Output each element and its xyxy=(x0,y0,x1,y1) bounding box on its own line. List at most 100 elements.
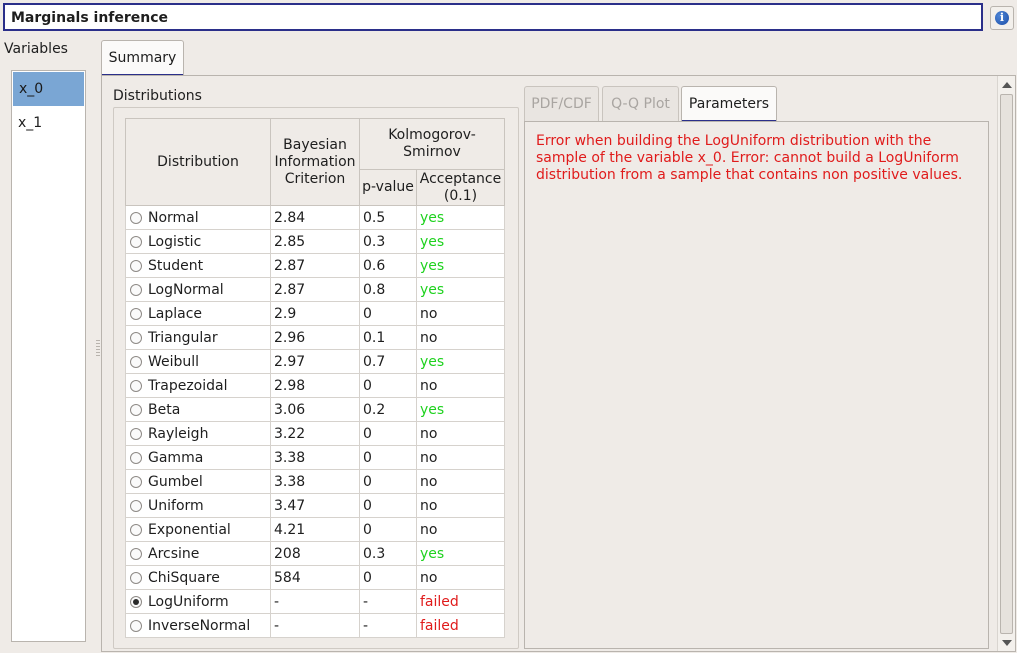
distribution-name: Triangular xyxy=(148,329,218,346)
bic-cell: 2.97 xyxy=(270,349,360,374)
radio-button[interactable] xyxy=(130,235,142,248)
distribution-name: Logistic xyxy=(148,233,202,250)
radio-button[interactable] xyxy=(130,283,142,296)
radio-button[interactable] xyxy=(130,499,142,512)
variables-list[interactable]: x_0 x_1 xyxy=(11,70,86,642)
distribution-name: Gamma xyxy=(148,449,204,466)
distribution-name: Weibull xyxy=(148,353,200,370)
radio-button[interactable] xyxy=(130,571,142,584)
distribution-cell[interactable]: Arcsine xyxy=(125,541,271,566)
radio-button[interactable] xyxy=(130,451,142,464)
radio-button[interactable] xyxy=(130,523,142,536)
table-row[interactable]: Trapezoidal 2.98 0 no xyxy=(125,373,505,398)
vertical-scrollbar[interactable] xyxy=(997,76,1015,651)
header-acceptance[interactable]: Acceptance (0.1) xyxy=(416,169,505,206)
distribution-cell[interactable]: InverseNormal xyxy=(125,613,271,638)
bic-cell: 4.21 xyxy=(270,517,360,542)
acceptance-cell: no xyxy=(416,421,505,446)
radio-button[interactable] xyxy=(130,427,142,440)
table-row[interactable]: Logistic 2.85 0.3 yes xyxy=(125,229,505,254)
distribution-cell[interactable]: Beta xyxy=(125,397,271,422)
scrollbar-thumb[interactable] xyxy=(1000,94,1013,634)
radio-button[interactable] xyxy=(130,211,142,224)
pvalue-cell: 0.3 xyxy=(359,541,417,566)
table-row[interactable]: Gumbel 3.38 0 no xyxy=(125,469,505,494)
radio-button[interactable] xyxy=(130,331,142,344)
table-row[interactable]: Weibull 2.97 0.7 yes xyxy=(125,349,505,374)
acceptance-cell: no xyxy=(416,565,505,590)
tab-summary[interactable]: Summary xyxy=(101,40,184,76)
distribution-name: Student xyxy=(148,257,204,274)
arrow-down-icon[interactable] xyxy=(1002,640,1012,646)
splitter-handle[interactable] xyxy=(96,340,100,356)
table-row[interactable]: LogNormal 2.87 0.8 yes xyxy=(125,277,505,302)
header-pvalue[interactable]: p-value xyxy=(359,169,417,206)
table-row[interactable]: Student 2.87 0.6 yes xyxy=(125,253,505,278)
distribution-cell[interactable]: Laplace xyxy=(125,301,271,326)
radio-button[interactable] xyxy=(130,355,142,368)
header-distribution[interactable]: Distribution xyxy=(125,118,271,206)
table-row[interactable]: Rayleigh 3.22 0 no xyxy=(125,421,505,446)
variable-item-x1[interactable]: x_1 xyxy=(18,115,43,131)
table-row[interactable]: InverseNormal - - failed xyxy=(125,613,505,638)
distribution-cell[interactable]: Exponential xyxy=(125,517,271,542)
arrow-up-icon[interactable] xyxy=(1002,82,1012,88)
distribution-cell[interactable]: Normal xyxy=(125,205,271,230)
table-row[interactable]: Triangular 2.96 0.1 no xyxy=(125,325,505,350)
acceptance-cell: no xyxy=(416,373,505,398)
pvalue-cell: 0 xyxy=(359,373,417,398)
pvalue-cell: 0.3 xyxy=(359,229,417,254)
distribution-cell[interactable]: Weibull xyxy=(125,349,271,374)
variables-label: Variables xyxy=(4,41,68,57)
radio-button[interactable] xyxy=(130,619,142,632)
table-row[interactable]: Arcsine 208 0.3 yes xyxy=(125,541,505,566)
radio-button[interactable] xyxy=(130,379,142,392)
pvalue-cell: 0.6 xyxy=(359,253,417,278)
table-row[interactable]: Exponential 4.21 0 no xyxy=(125,517,505,542)
tab-qq-plot: Q-Q Plot xyxy=(602,86,679,121)
pvalue-cell: 0.2 xyxy=(359,397,417,422)
distribution-name: LogNormal xyxy=(148,281,224,298)
acceptance-cell: no xyxy=(416,445,505,470)
table-row[interactable]: Normal 2.84 0.5 yes xyxy=(125,205,505,230)
radio-button[interactable] xyxy=(130,595,142,608)
distribution-cell[interactable]: Trapezoidal xyxy=(125,373,271,398)
info-icon: i xyxy=(995,11,1009,25)
radio-button[interactable] xyxy=(130,403,142,416)
radio-button[interactable] xyxy=(130,307,142,320)
distribution-cell[interactable]: LogUniform xyxy=(125,589,271,614)
distribution-cell[interactable]: LogNormal xyxy=(125,277,271,302)
radio-button[interactable] xyxy=(130,259,142,272)
distribution-cell[interactable]: Student xyxy=(125,253,271,278)
tab-parameters[interactable]: Parameters xyxy=(681,86,777,122)
distribution-cell[interactable]: ChiSquare xyxy=(125,565,271,590)
bic-cell: 2.98 xyxy=(270,373,360,398)
bic-cell: 584 xyxy=(270,565,360,590)
radio-button[interactable] xyxy=(130,475,142,488)
acceptance-cell: yes xyxy=(416,541,505,566)
bic-cell: 2.9 xyxy=(270,301,360,326)
table-row[interactable]: Gamma 3.38 0 no xyxy=(125,445,505,470)
table-row[interactable]: Laplace 2.9 0 no xyxy=(125,301,505,326)
distribution-name: Exponential xyxy=(148,521,231,538)
distribution-cell[interactable]: Gamma xyxy=(125,445,271,470)
table-row[interactable]: LogUniform - - failed xyxy=(125,589,505,614)
acceptance-cell: no xyxy=(416,493,505,518)
distribution-cell[interactable]: Triangular xyxy=(125,325,271,350)
acceptance-cell: yes xyxy=(416,205,505,230)
header-bic[interactable]: Bayesian Information Criterion xyxy=(270,118,360,206)
table-row[interactable]: ChiSquare 584 0 no xyxy=(125,565,505,590)
radio-button[interactable] xyxy=(130,547,142,560)
variable-item-x0[interactable]: x_0 xyxy=(13,72,84,106)
distribution-cell[interactable]: Gumbel xyxy=(125,469,271,494)
distribution-cell[interactable]: Logistic xyxy=(125,229,271,254)
table-row[interactable]: Uniform 3.47 0 no xyxy=(125,493,505,518)
info-button[interactable]: i xyxy=(990,6,1014,30)
distribution-cell[interactable]: Uniform xyxy=(125,493,271,518)
table-row[interactable]: Beta 3.06 0.2 yes xyxy=(125,397,505,422)
acceptance-cell: failed xyxy=(416,589,505,614)
acceptance-cell: no xyxy=(416,517,505,542)
distribution-cell[interactable]: Rayleigh xyxy=(125,421,271,446)
distribution-name: Uniform xyxy=(148,497,204,514)
pvalue-cell: 0 xyxy=(359,565,417,590)
